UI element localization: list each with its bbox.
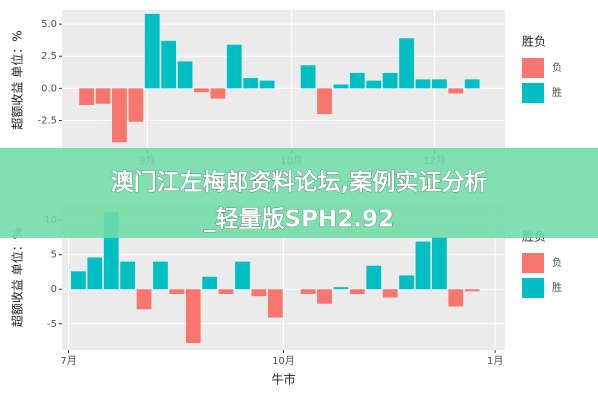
bar: [243, 78, 259, 89]
y-axis-title: 超额收益 单位：%: [10, 228, 25, 327]
bar: [366, 80, 382, 89]
bar: [317, 289, 332, 304]
bar: [349, 289, 365, 295]
bar: [431, 79, 447, 89]
banner-line: _轻量版SPH2.92: [204, 206, 394, 233]
bar: [185, 289, 201, 344]
x-axis-title: 牛市: [271, 372, 295, 387]
bar: [415, 241, 431, 290]
legend-label: 胜: [552, 282, 562, 294]
x-tick-label: 7月: [60, 355, 76, 367]
bar: [128, 88, 144, 122]
bar: [194, 88, 209, 93]
bar: [95, 88, 111, 104]
y-tick-label: -5: [47, 319, 57, 330]
legend-key: [522, 58, 544, 78]
bar: [382, 72, 398, 89]
bar: [333, 84, 349, 89]
bar: [144, 13, 160, 89]
bar: [366, 265, 382, 290]
y-tick-label: 5.0: [41, 19, 57, 30]
bar: [87, 257, 103, 290]
bar: [399, 275, 414, 290]
bar: [382, 289, 398, 298]
legend-label: 负: [552, 256, 562, 269]
bar: [431, 236, 447, 290]
bar: [349, 72, 365, 89]
legend-key: [522, 83, 544, 103]
bar: [259, 80, 275, 89]
bar: [448, 88, 464, 94]
banner-band: [0, 148, 598, 238]
y-tick-label: -2.5: [37, 115, 57, 126]
bar: [136, 289, 152, 310]
y-tick-label: 0.0: [41, 83, 57, 94]
bar: [399, 38, 414, 89]
bar: [235, 261, 250, 290]
x-tick-label: 10月: [272, 355, 295, 367]
bar: [153, 261, 168, 290]
bar: [300, 289, 316, 295]
bar: [464, 289, 480, 292]
legend-title: 胜负: [522, 34, 546, 49]
bar: [300, 65, 316, 89]
bar: [169, 289, 185, 295]
bar: [112, 88, 127, 143]
bar: [202, 276, 218, 290]
x-tick-label: 1月: [487, 355, 503, 367]
bar: [448, 289, 464, 307]
bar: [161, 40, 177, 89]
bar: [226, 44, 242, 89]
banner-line: 澳门江左梅郎资料论坛,案例实证分析: [111, 169, 488, 196]
bar: [120, 261, 136, 290]
bar: [415, 79, 431, 89]
legend-label: 负: [552, 61, 562, 74]
y-tick-label: 2.5: [41, 51, 57, 62]
bar: [464, 79, 480, 89]
legend-key: [522, 253, 544, 273]
y-axis-title: 超额收益 单位：%: [10, 30, 25, 129]
bar: [317, 88, 332, 115]
y-tick-label: 5: [51, 250, 57, 261]
legend-label: 胜: [552, 87, 562, 99]
bar: [251, 289, 267, 297]
bar: [79, 88, 94, 106]
bar: [218, 289, 234, 295]
y-tick-label: 0: [51, 284, 57, 295]
bar: [333, 287, 349, 290]
plot-panel: [62, 10, 505, 150]
bar: [210, 88, 226, 99]
bar: [177, 61, 193, 89]
bar: [267, 289, 283, 318]
bar: [71, 271, 86, 290]
legend-key: [522, 278, 544, 298]
